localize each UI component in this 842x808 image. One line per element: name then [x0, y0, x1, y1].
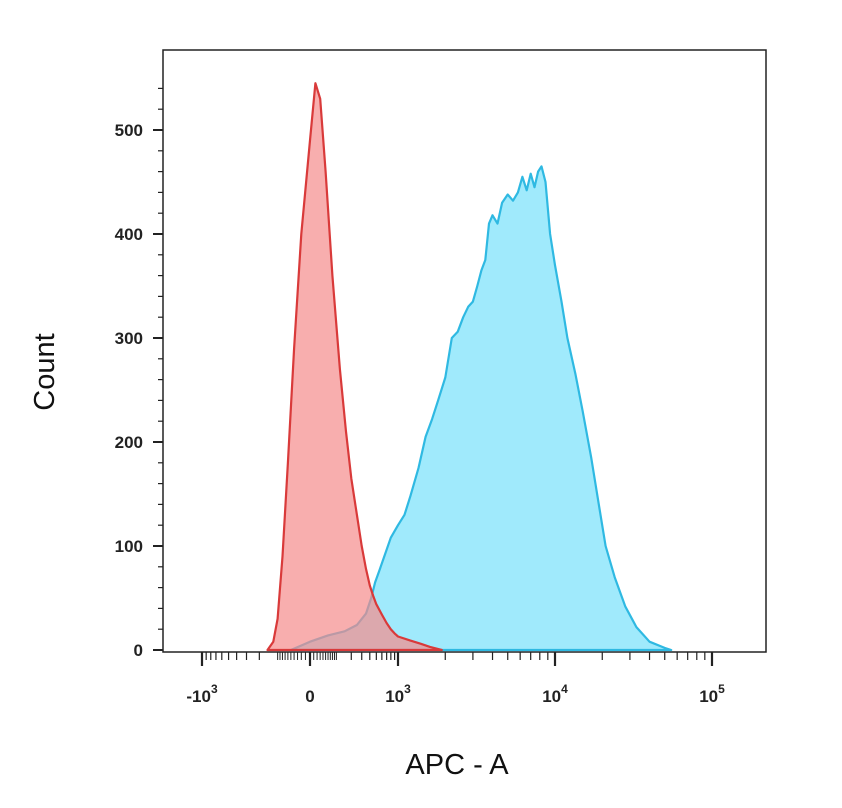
x-tick-label: 105: [699, 682, 725, 706]
y-tick-label: 500: [115, 121, 143, 140]
series-areas: [266, 82, 673, 652]
y-axis-title: Count: [29, 333, 61, 410]
y-tick-label: 400: [115, 225, 143, 244]
x-tick-label: 103: [385, 682, 411, 706]
y-tick-label: 100: [115, 537, 143, 556]
x-tick-label: 104: [542, 682, 568, 706]
x-tick-label: -103: [186, 682, 218, 706]
y-tick-label: 200: [115, 433, 143, 452]
y-tick-label: 0: [134, 641, 143, 660]
x-axis-title: APC - A: [405, 749, 509, 781]
y-tick-label: 300: [115, 329, 143, 348]
series-area-1: [289, 165, 673, 652]
x-axis: -103 0 103 104 105: [186, 652, 725, 706]
series-area-0: [266, 82, 443, 652]
x-tick-label: 0: [305, 687, 314, 706]
y-axis: 0 100 200 300 400 500: [115, 87, 163, 660]
